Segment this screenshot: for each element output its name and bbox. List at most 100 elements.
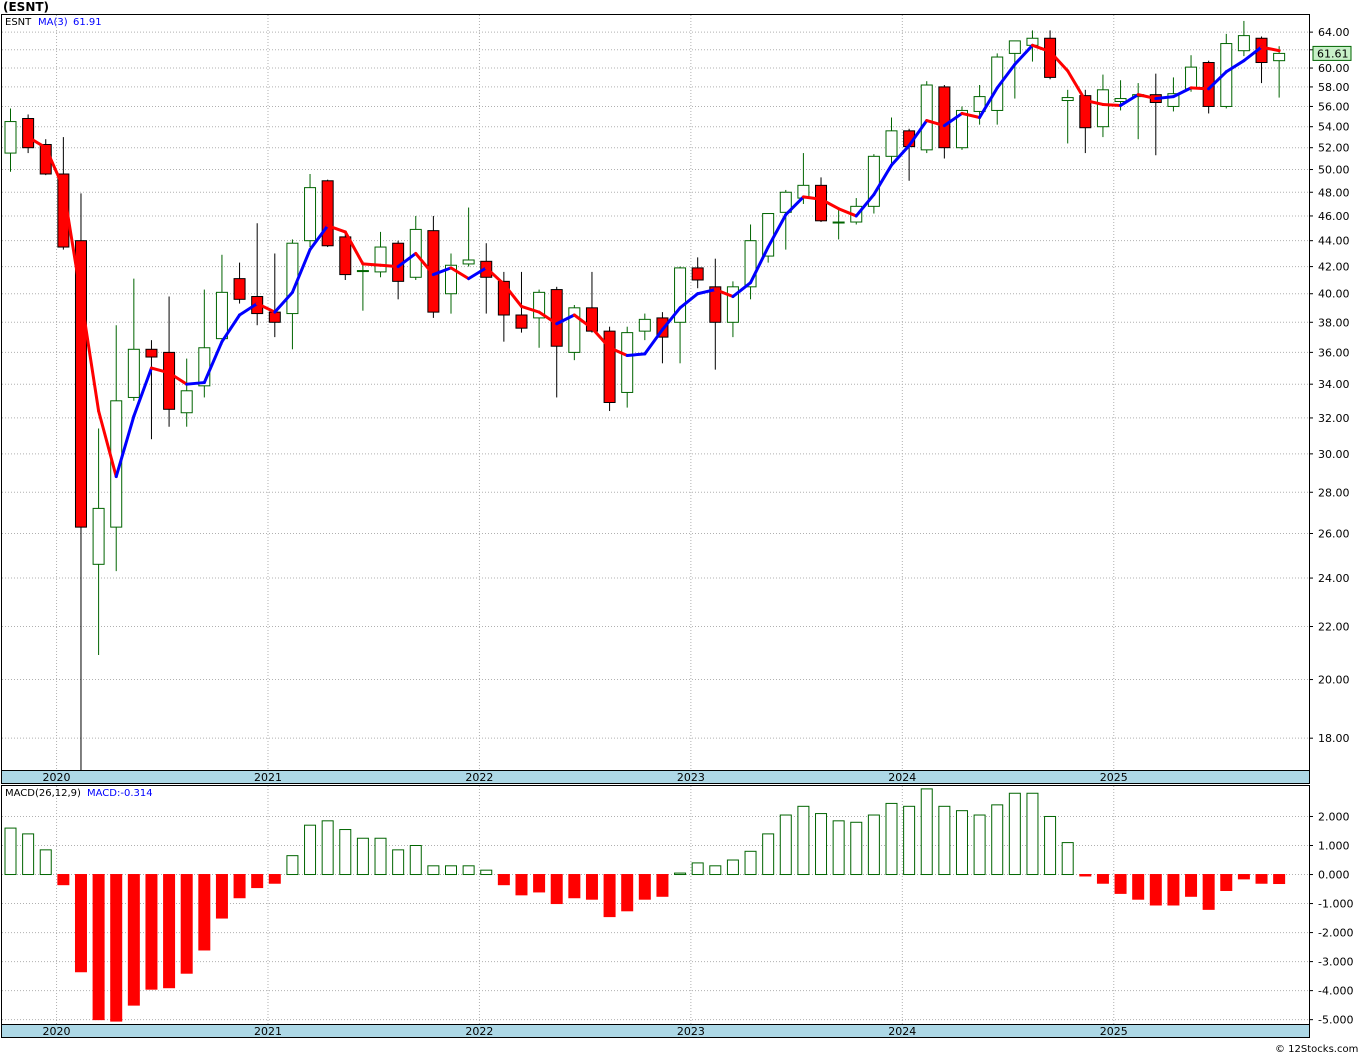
macd-bar	[110, 874, 123, 1022]
macd-year-label: 2022	[465, 1025, 493, 1038]
macd-bar	[304, 824, 317, 876]
candle-body	[815, 184, 828, 222]
candle-body	[1008, 40, 1021, 54]
ma3-segment	[907, 119, 929, 148]
ma3-segment	[202, 340, 224, 385]
price-tick-label: 30.00	[1318, 448, 1350, 461]
macd-bar	[1008, 792, 1021, 876]
price-grid	[2, 15, 1309, 770]
ma3-segment	[537, 310, 559, 326]
price-panel	[1, 14, 1310, 771]
price-year-labels: 2020 2021 2022 2023 2024 2025	[43, 771, 1128, 784]
price-tick-label: 26.00	[1318, 528, 1350, 541]
macd-year-band	[1, 1024, 1310, 1038]
macd-bar	[533, 874, 546, 893]
candle-body	[321, 180, 334, 247]
candle	[744, 224, 757, 300]
candle-body	[163, 351, 176, 410]
ma3-segment	[801, 195, 823, 201]
price-tick-label: 22.00	[1318, 620, 1350, 633]
ma3-segment	[978, 86, 999, 119]
ma3-segment	[890, 144, 911, 167]
candle-body	[57, 173, 70, 248]
macd-bar	[198, 874, 211, 951]
macd-bar	[603, 874, 616, 918]
macd-bar	[321, 820, 334, 876]
macd-year-label: 2025	[1100, 1025, 1128, 1038]
macd-bar	[638, 874, 651, 900]
candle-body	[744, 240, 757, 288]
ma3-segment	[1189, 86, 1211, 91]
candle-body	[533, 291, 546, 319]
macd-bar	[1044, 815, 1057, 876]
price-year-label: 2023	[677, 771, 705, 784]
candle	[445, 253, 457, 314]
macd-bar	[691, 862, 704, 876]
macd-bar	[515, 874, 528, 896]
ma3-segment	[238, 302, 259, 317]
price-tick-label: 42.00	[1318, 261, 1350, 274]
price-year-label: 2025	[1100, 771, 1128, 784]
ma3-segment	[766, 213, 788, 249]
candle-body	[938, 86, 951, 149]
candle	[515, 271, 528, 333]
candle-body	[374, 246, 387, 273]
macd-bar	[445, 865, 457, 876]
ma-value: 61.91	[73, 17, 102, 28]
ma3-segment	[519, 304, 541, 314]
macd-bar	[74, 874, 87, 973]
last-price-badge: 61.61	[1312, 45, 1352, 61]
price-tick-label: 28.00	[1318, 486, 1350, 499]
price-tick-label: 50.00	[1318, 164, 1350, 177]
macd-bar	[427, 865, 440, 876]
macd-panel-label: MACD(26,12,9)	[5, 788, 81, 799]
macd-bar	[127, 874, 140, 1006]
candle-body	[1096, 89, 1109, 128]
macd-bar	[1061, 842, 1074, 876]
candle-body	[92, 507, 105, 565]
ma3-segment	[308, 224, 330, 252]
macd-bar	[938, 805, 951, 876]
macd-bar	[779, 814, 792, 876]
macd-tick-label: 0.000	[1318, 869, 1350, 882]
ma3-segment	[379, 263, 400, 269]
ma3-segment	[26, 135, 48, 150]
price-tick-label: 60.00	[1318, 62, 1350, 75]
macd-bar	[497, 874, 510, 886]
macd-panel	[1, 785, 1310, 1025]
ma3-segment	[484, 266, 506, 286]
ma3-segment	[1066, 69, 1087, 103]
ma3-segment	[872, 163, 893, 197]
macd-bar	[57, 874, 70, 886]
candle-body	[356, 270, 369, 273]
ma3-segment	[61, 186, 83, 299]
macd-bar	[374, 837, 387, 876]
ma3-segment	[1224, 59, 1246, 74]
price-year-label: 2020	[43, 771, 71, 784]
price-tick-label: 36.00	[1318, 346, 1350, 359]
candle-body	[1220, 43, 1233, 107]
price-tick-label: 34.00	[1318, 378, 1350, 391]
footer-copyright: © 12Stocks.com	[1275, 1044, 1358, 1055]
candle-body	[726, 286, 739, 323]
candle-body	[638, 318, 651, 332]
candle	[726, 281, 739, 338]
candle-body	[867, 155, 880, 207]
ma3-segment	[925, 119, 946, 128]
candle-body	[110, 400, 123, 528]
macd-bar	[762, 833, 775, 876]
macd-bar	[973, 814, 986, 876]
candle-body	[709, 286, 722, 323]
candle	[550, 286, 563, 398]
candle-body	[1167, 93, 1180, 107]
macd-tick-label: -2.000	[1318, 927, 1353, 940]
macd-bar	[674, 872, 687, 876]
candle	[215, 254, 228, 345]
candle	[1167, 77, 1180, 112]
macd-bar	[92, 874, 105, 1021]
macd-bar	[1237, 874, 1250, 880]
candle-body	[1114, 98, 1127, 103]
candle	[533, 289, 546, 348]
candle-body	[22, 118, 35, 149]
candle-body	[1185, 66, 1198, 90]
